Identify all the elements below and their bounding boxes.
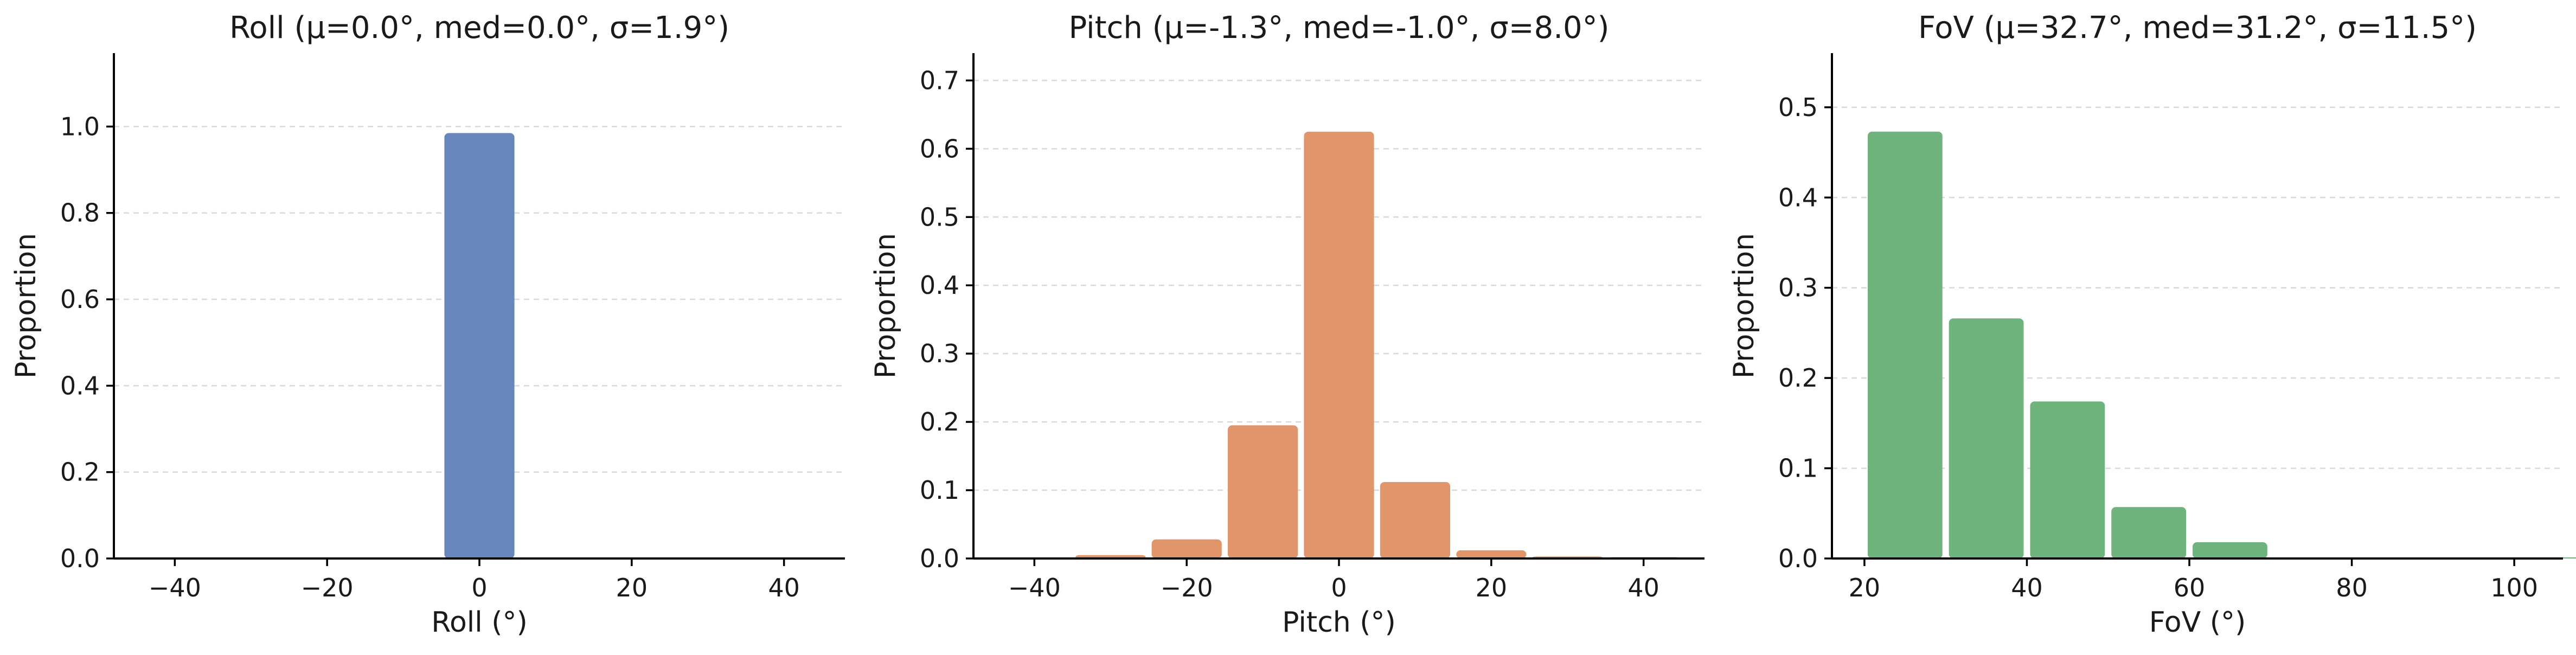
y-tick-label: 0.3	[920, 339, 959, 368]
x-tick-label: −20	[301, 573, 354, 602]
histogram-bar	[1151, 539, 1222, 558]
x-tick-label: 40	[768, 573, 800, 602]
y-tick-label: 0.6	[920, 134, 959, 163]
y-tick-label: 0.4	[60, 371, 100, 400]
histogram-bar	[2030, 401, 2105, 558]
chart-title: FoV (μ=32.7°, med=31.2°, σ=11.5°)	[1918, 10, 2477, 46]
y-tick-label: 0.7	[920, 66, 959, 95]
x-tick-label: 20	[1849, 573, 1881, 602]
histogram-bar	[1456, 550, 1527, 558]
histogram-bar	[1949, 318, 2024, 558]
chart-panel-3: 0.0 0.1 0.2 0.3 0.4 0.5 20 40 60 80 100 FoV (μ=32.7…	[1728, 10, 2576, 639]
chart-panel-2: 0.0 0.1 0.2 0.3 0.4 0.5 0.6 0.7 −40 −20 0 20 40 Pitch…	[869, 10, 1704, 639]
y-axis-label: Proportion	[869, 233, 902, 378]
chart-title: Pitch (μ=-1.3°, med=-1.0°, σ=8.0°)	[1068, 10, 1609, 46]
y-axis-label: Proportion	[1728, 233, 1760, 378]
y-tick-label: 0.8	[60, 198, 100, 228]
x-tick-label: 0	[471, 573, 487, 602]
x-tick-label: 20	[1476, 573, 1508, 602]
chart-panel-1: 0.0 0.2 0.4 0.6 0.8 1.0 −40 −20 0 20 40 Roll (μ=0.0…	[10, 10, 845, 639]
histogram-bar	[1304, 131, 1374, 559]
x-tick-label: −20	[1161, 573, 1213, 602]
y-tick-label: 0.2	[1778, 363, 1818, 393]
histogram-bar	[1867, 131, 1943, 559]
x-tick-label: 40	[1627, 573, 1659, 602]
y-tick-label: 0.0	[920, 544, 959, 573]
y-tick-label: 0.0	[60, 544, 100, 573]
x-axis-label: Pitch (°)	[1282, 606, 1396, 639]
y-tick-label: 0.4	[1778, 183, 1818, 212]
histogram-bar	[444, 133, 515, 558]
x-tick-label: 100	[2490, 573, 2538, 602]
histogram-bar	[2111, 507, 2187, 558]
x-tick-label: 60	[2174, 573, 2206, 602]
x-axis-label: FoV (°)	[2149, 606, 2246, 639]
y-tick-label: 0.5	[1778, 93, 1818, 122]
y-tick-label: 0.1	[1778, 454, 1818, 483]
y-tick-label: 0.4	[920, 271, 959, 300]
histogram-bar	[2193, 542, 2267, 558]
y-tick-label: 0.0	[1778, 544, 1818, 573]
y-tick-label: 1.0	[60, 112, 100, 141]
histogram-bar	[1227, 425, 1298, 558]
y-tick-label: 0.2	[920, 407, 959, 436]
x-tick-label: 40	[2011, 573, 2043, 602]
y-axis-label: Proportion	[10, 233, 42, 378]
x-tick-label: 80	[2336, 573, 2368, 602]
x-tick-label: 20	[616, 573, 648, 602]
x-tick-label: −40	[1008, 573, 1061, 602]
histogram-bar	[1380, 481, 1451, 558]
x-tick-label: −40	[149, 573, 201, 602]
y-tick-label: 0.1	[920, 476, 959, 505]
y-tick-label: 0.5	[920, 202, 959, 232]
chart-title: Roll (μ=0.0°, med=0.0°, σ=1.9°)	[229, 10, 729, 46]
y-tick-label: 0.6	[60, 285, 100, 314]
x-axis-label: Roll (°)	[431, 606, 528, 639]
x-tick-label: 0	[1331, 573, 1347, 602]
y-tick-label: 0.2	[60, 458, 100, 487]
y-tick-label: 0.3	[1778, 273, 1818, 303]
